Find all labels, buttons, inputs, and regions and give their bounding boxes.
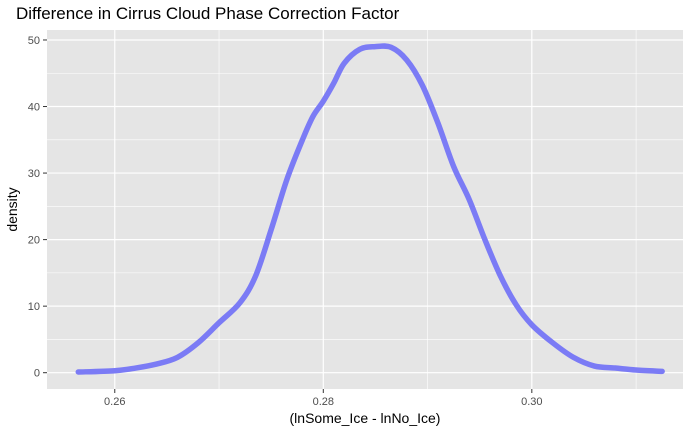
axis-ticks: 0.26 0.28 0.30 0 10 20 30 40 50 [28, 35, 543, 408]
major-gridlines [47, 30, 683, 389]
y-axis-title: density [4, 187, 20, 231]
minor-gridlines [47, 30, 683, 389]
x-tick-label: 0.26 [104, 396, 125, 408]
y-tick-label: 0 [34, 368, 40, 380]
x-tick-label: 0.30 [521, 396, 542, 408]
density-curve [75, 43, 665, 375]
x-tick-label: 0.28 [313, 396, 334, 408]
chart-title: Difference in Cirrus Cloud Phase Correct… [16, 4, 400, 23]
y-tick-label: 20 [28, 235, 40, 247]
y-tick-label: 30 [28, 168, 40, 180]
series-layer [75, 43, 665, 375]
plot-panel [47, 30, 683, 389]
y-tick-label: 50 [28, 35, 40, 47]
y-tick-label: 40 [28, 102, 40, 114]
x-axis-title: (lnSome_Ice - lnNo_Ice) [290, 410, 441, 426]
y-tick-label: 10 [28, 301, 40, 313]
